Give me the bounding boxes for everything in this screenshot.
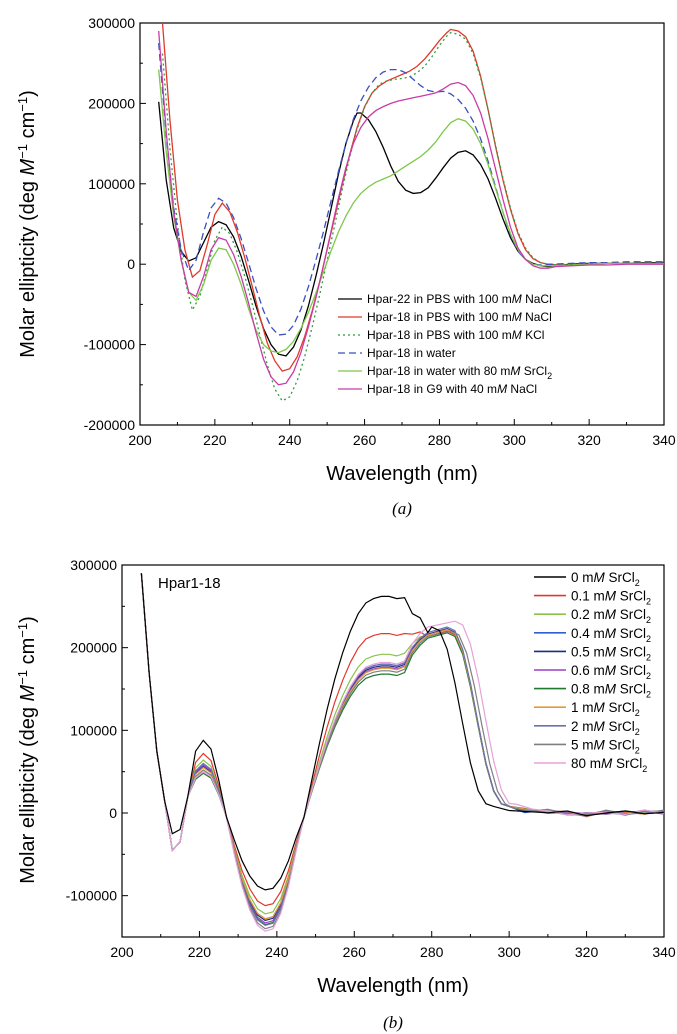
panel-a-series-line-6 [158,30,664,386]
panel-a-x-tick-label: 300 [503,432,527,448]
panel-b-y-ticks: -100000 0 100000 200000 300000 [66,557,128,938]
panel-b-legend-label: 0.2 mM SrCl2 [571,607,651,625]
panel-b-legend-label: 0.6 mM SrCl2 [571,663,651,681]
panel-b-y-tick-label: 300000 [70,557,117,573]
panel-a-y-tick-label: 0 [127,256,135,272]
panel-b-series [140,573,664,932]
panel-a-caption: (a) [392,499,412,518]
panel-a-legend-label: Hpar-22 in PBS with 100 mM NaCl [367,292,552,306]
panel-b-x-tick-label: 220 [188,944,212,960]
panel-a-chart: 200 220 240 260 280 300 320 340 -200000 -100000 0… [15,15,676,518]
panel-b-legend-label: 0.5 mM SrCl2 [571,644,651,662]
panel-a-y-tick-label: -200000 [84,417,136,433]
panel-a-x-ticks: 200 220 240 260 280 300 320 340 [128,419,676,448]
panel-b-caption: (b) [383,1013,403,1032]
panel-b-legend-label: 0 mM SrCl2 [571,570,640,588]
panel-b-x-ticks: 200 220 240 260 280 300 320 340 [110,931,676,960]
panel-b-legend-label: 0.8 mM SrCl2 [571,682,651,700]
panel-a-y-ticks: -200000 -100000 0 100000 200000 300000 [84,15,146,433]
panel-b-series-line-11 [140,573,664,932]
panel-b-y-tick-label: 200000 [70,640,117,656]
panel-a-x-tick-label: 220 [203,432,227,448]
panel-a-x-tick-label: 320 [577,432,601,448]
panel-a-legend-label: Hpar-18 in water with 80 mM SrCl2 [367,364,552,381]
panel-a-x-axis-label: Wavelength (nm) [326,463,478,485]
panel-a-y-tick-label: -100000 [84,337,136,353]
panel-b-legend-label: 2 mM SrCl2 [571,719,640,737]
panel-a-y-tick-label: 200000 [88,95,135,111]
panel-a-series-line-2 [161,23,664,372]
panel-a-legend-label: Hpar-18 in PBS with 100 mM KCl [367,328,544,342]
panel-a-x-tick-label: 340 [652,432,676,448]
panel-b-x-tick-label: 300 [497,944,521,960]
panel-a-series-line-4 [158,43,664,336]
panel-a-x-tick-label: 260 [353,432,377,448]
panel-b-x-tick-label: 260 [343,944,367,960]
panel-b-legend-label: 0.4 mM SrCl2 [571,626,651,644]
panel-b-x-tick-label: 240 [265,944,289,960]
panel-b-x-axis-label: Wavelength (nm) [317,975,469,997]
panel-a-y-tick-label: 300000 [88,15,135,31]
panel-a-series [158,23,664,402]
panel-b-series-line-9 [140,573,664,927]
panel-a-x-tick-label: 280 [428,432,452,448]
panel-b-chart: 200 220 240 260 280 300 320 340 -100000 0 100000 2… [15,557,676,1032]
panel-b-y-tick-label: 0 [109,805,117,821]
panel-b-legend-label: 1 mM SrCl2 [571,700,640,718]
panel-b-legend-label: 80 mM SrCl2 [571,756,647,774]
panel-b-x-tick-label: 340 [652,944,676,960]
panel-a-y-axis-label: Molar ellipticity (deg M−1 cm−1) [15,90,39,358]
panel-a-x-tick-label: 240 [278,432,302,448]
panel-b-legend-label: 0.1 mM SrCl2 [571,589,651,607]
panel-b-x-tick-label: 320 [575,944,599,960]
panel-b-y-tick-label: -100000 [66,888,118,904]
panel-b-y-axis-label: Molar ellipticity (deg M−1 cm−1) [15,616,39,884]
panel-b-x-tick-label: 280 [420,944,444,960]
panel-b-x-tick-label: 200 [110,944,134,960]
panel-b-y-tick-label: 100000 [70,722,117,738]
panel-a-legend-label: Hpar-18 in water [367,346,456,360]
panel-a-legend-label: Hpar-18 in PBS with 100 mM NaCl [367,310,552,324]
panel-b-title: Hpar1-18 [158,575,221,592]
panel-b-legend-label: 5 mM SrCl2 [571,737,640,755]
panel-a-legend-label: Hpar-18 in G9 with 40 mM NaCl [367,382,537,396]
panel-b-series-line-10 [140,573,664,930]
panel-a-legend: Hpar-22 in PBS with 100 mM NaCl Hpar-18 i… [338,292,552,396]
panel-a-y-tick-label: 100000 [88,176,135,192]
panel-a-x-tick-label: 200 [128,432,152,448]
panel-b-series-line-1 [140,573,664,891]
